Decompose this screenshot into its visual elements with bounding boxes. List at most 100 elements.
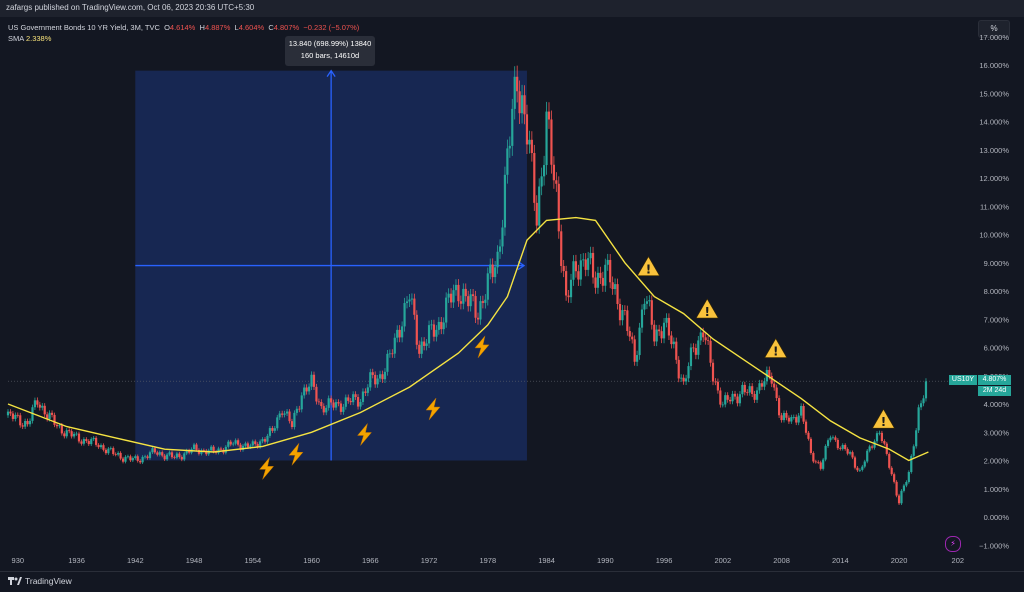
candle-body bbox=[153, 448, 156, 453]
candle-body bbox=[158, 452, 161, 455]
x-tick-label: 1978 bbox=[479, 556, 496, 565]
candle-body bbox=[822, 459, 825, 469]
candle-body bbox=[288, 411, 291, 422]
flash-icon[interactable]: ⚡ bbox=[945, 536, 961, 552]
candle-body bbox=[802, 406, 805, 422]
candle-body bbox=[719, 390, 722, 405]
candle-body bbox=[36, 400, 39, 405]
candle-body bbox=[785, 412, 788, 418]
lightning-icon bbox=[425, 397, 441, 421]
candle-body bbox=[900, 490, 903, 504]
x-tick-label: 1966 bbox=[362, 556, 379, 565]
candle-body bbox=[48, 412, 51, 419]
percent-scale-button[interactable]: % bbox=[978, 20, 1010, 38]
candle-body bbox=[354, 394, 357, 398]
tradingview-logo-icon bbox=[8, 577, 22, 585]
candle-body bbox=[912, 446, 915, 456]
candle-body bbox=[858, 469, 861, 471]
price-tag-price: 4.807% bbox=[978, 375, 1011, 385]
candle-body bbox=[856, 467, 859, 471]
candle-body bbox=[442, 322, 445, 330]
tradingview-brand[interactable]: TradingView bbox=[8, 576, 72, 586]
candle-body bbox=[305, 387, 308, 392]
candle-body bbox=[897, 495, 901, 504]
candle-body bbox=[90, 439, 93, 445]
candle-body bbox=[124, 456, 127, 462]
candle-body bbox=[410, 298, 414, 300]
warning-icon: ! bbox=[871, 408, 895, 429]
candle-body bbox=[339, 403, 343, 412]
candle-body bbox=[807, 432, 810, 439]
lightning-icon bbox=[288, 443, 304, 466]
candle-body bbox=[611, 282, 614, 290]
candle-body bbox=[16, 414, 19, 416]
candle-body bbox=[166, 454, 169, 460]
candle-body bbox=[188, 450, 191, 453]
candle-body bbox=[217, 448, 220, 453]
candle-body bbox=[82, 439, 85, 444]
candle-body bbox=[503, 174, 507, 228]
candle-body bbox=[613, 284, 617, 290]
candle-body bbox=[398, 329, 401, 338]
candle-body bbox=[293, 412, 296, 428]
candle-body bbox=[800, 406, 803, 416]
candle-body bbox=[733, 393, 737, 397]
candle-body bbox=[195, 444, 198, 450]
candle-body bbox=[349, 400, 352, 403]
candle-body bbox=[371, 372, 374, 375]
candle-body bbox=[11, 413, 14, 419]
candle-body bbox=[107, 448, 110, 454]
candle-body bbox=[383, 371, 387, 380]
sma-legend[interactable]: SMA 2.338% bbox=[8, 33, 359, 44]
candle-body bbox=[376, 378, 379, 385]
candle-body bbox=[310, 374, 313, 387]
candle-body bbox=[542, 165, 546, 177]
candle-body bbox=[518, 91, 521, 114]
candle-body bbox=[156, 452, 159, 455]
candle-body bbox=[232, 443, 235, 445]
symbol-legend[interactable]: US Government Bonds 10 YR Yield, 3M, TVC… bbox=[8, 22, 359, 33]
price-tag-symbol: US10Y bbox=[949, 375, 977, 385]
candle-body bbox=[922, 398, 925, 404]
candle-body bbox=[295, 408, 298, 413]
candle-body bbox=[579, 260, 582, 280]
candle-body bbox=[574, 261, 578, 272]
open-value: 4.614% bbox=[169, 23, 196, 32]
candle-body bbox=[239, 444, 242, 450]
y-tick-label: 8.000% bbox=[984, 287, 1010, 296]
candle-body bbox=[53, 414, 56, 425]
candle-body bbox=[210, 446, 213, 451]
candle-body bbox=[589, 252, 592, 259]
y-tick-label: 10.000% bbox=[979, 231, 1009, 240]
candle-body bbox=[317, 401, 320, 403]
candle-body bbox=[677, 359, 680, 379]
candle-body bbox=[658, 329, 661, 332]
lightning-icon bbox=[259, 457, 275, 480]
candle-body bbox=[307, 386, 311, 392]
y-tick-label: 16.000% bbox=[979, 61, 1009, 70]
candle-body bbox=[327, 398, 330, 408]
candle-body bbox=[161, 452, 164, 456]
x-tick-label: 1972 bbox=[421, 556, 438, 565]
candle-body bbox=[65, 430, 68, 437]
candle-body bbox=[28, 420, 32, 425]
candle-body bbox=[780, 415, 783, 421]
candle-body bbox=[229, 441, 232, 445]
candle-body bbox=[496, 251, 499, 268]
candle-body bbox=[212, 446, 215, 452]
candle-body bbox=[817, 461, 820, 463]
candle-body bbox=[168, 452, 171, 455]
candle-body bbox=[285, 411, 289, 414]
x-tick-label: 1936 bbox=[68, 556, 85, 565]
candle-body bbox=[594, 277, 597, 288]
candle-body bbox=[342, 406, 345, 412]
candle-body bbox=[672, 341, 675, 345]
candle-body bbox=[366, 387, 369, 393]
candle-body bbox=[21, 425, 24, 427]
lightning-icon bbox=[474, 335, 490, 359]
candle-body bbox=[457, 284, 460, 302]
price-tag-countdown: 2M 24d bbox=[978, 386, 1011, 396]
open-label: O bbox=[164, 23, 170, 32]
svg-text:!: ! bbox=[881, 415, 886, 429]
